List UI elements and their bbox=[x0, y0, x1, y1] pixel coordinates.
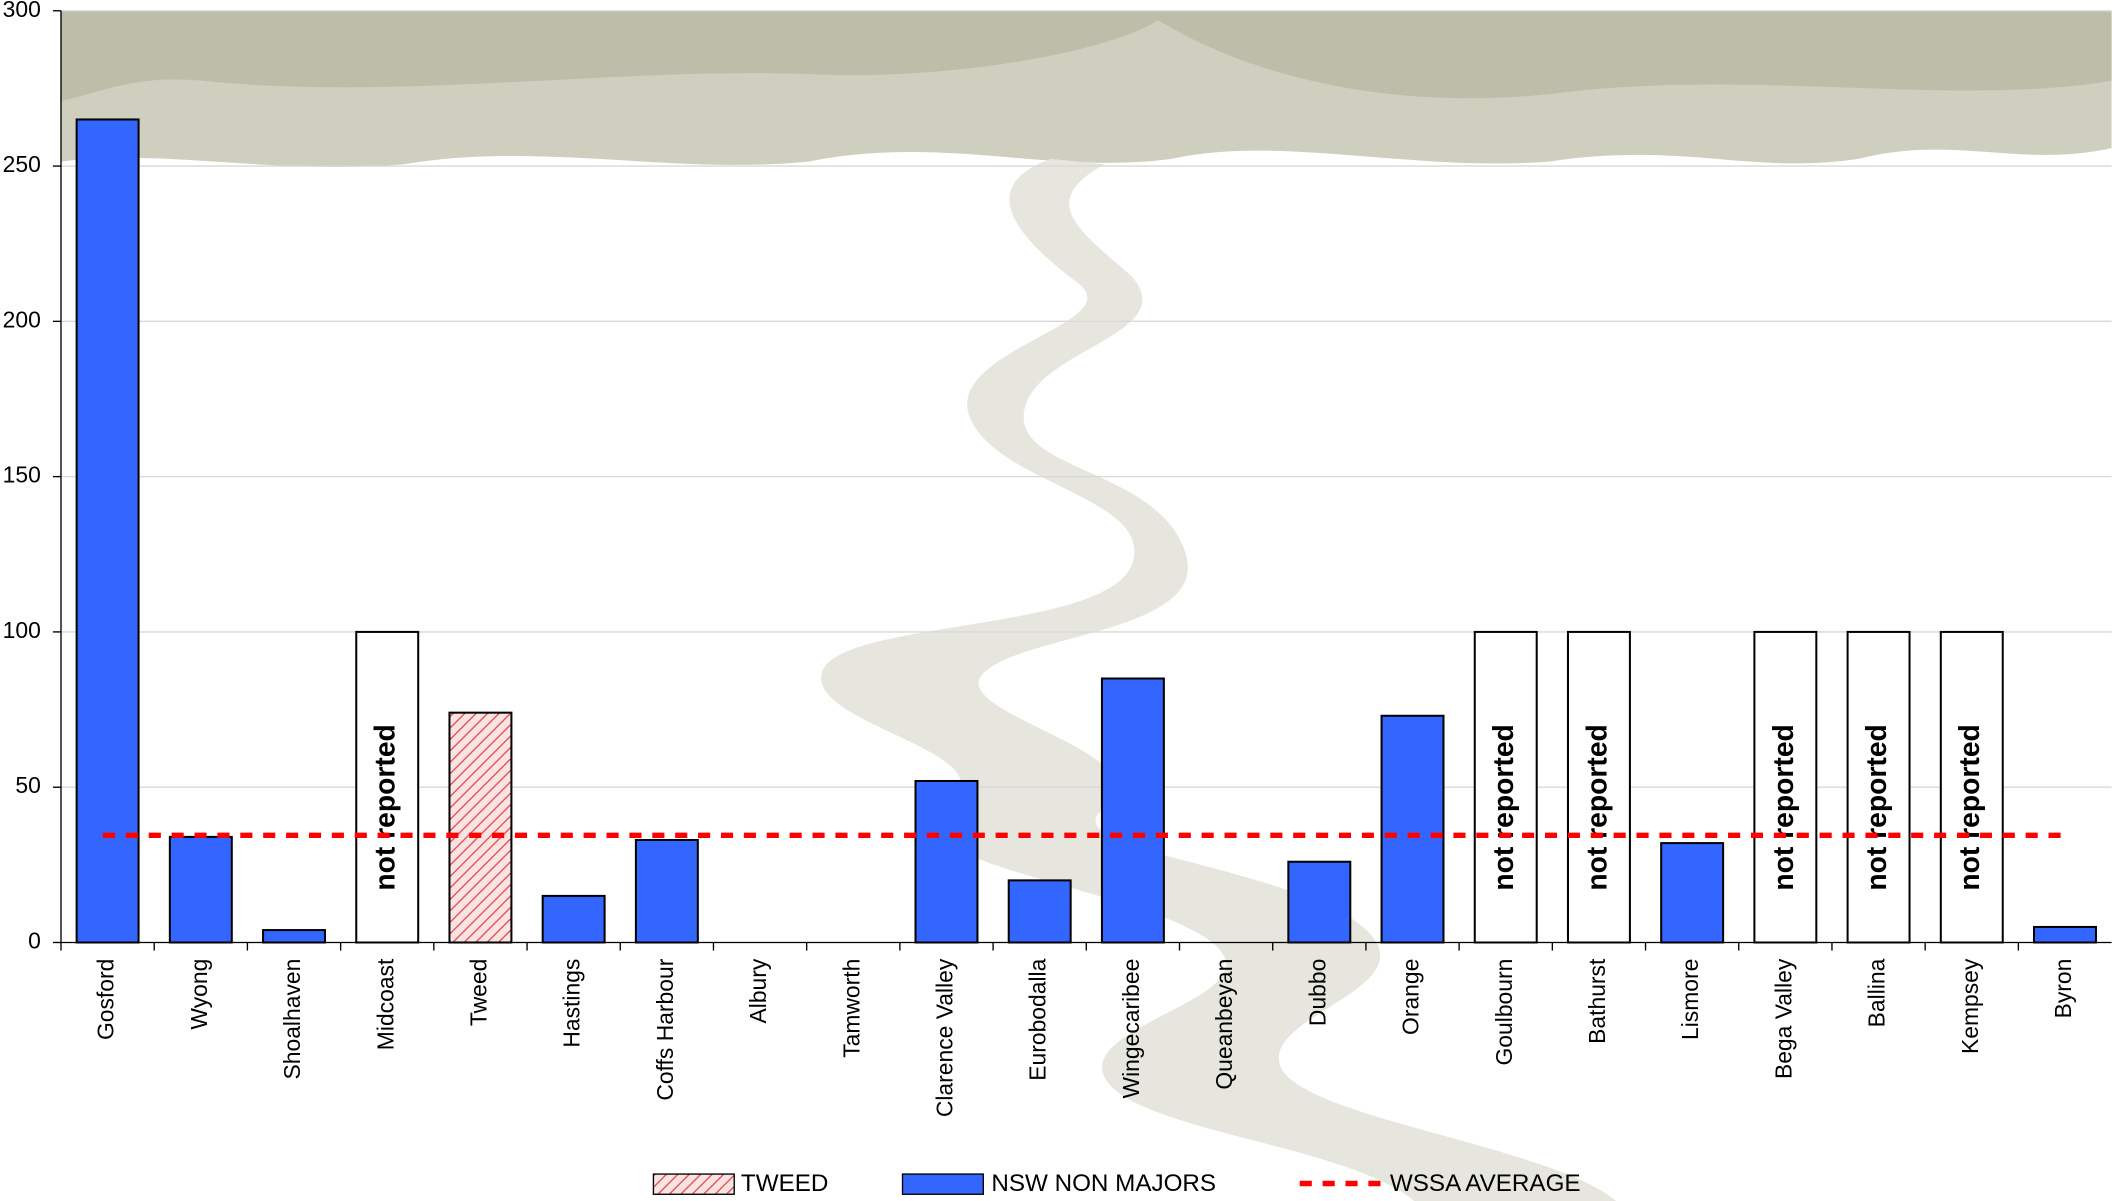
y-tick-label: 0 bbox=[28, 928, 41, 954]
x-tick-label: Midcoast bbox=[372, 958, 398, 1050]
bar bbox=[914, 779, 979, 944]
x-tick-label: Coffs Harbour bbox=[652, 958, 678, 1100]
bar bbox=[1660, 842, 1725, 944]
bar bbox=[2033, 925, 2097, 944]
bar bbox=[168, 835, 233, 944]
x-tick-label: Ballina bbox=[1864, 958, 1890, 1027]
annotation-label: not reported bbox=[1767, 724, 1799, 890]
x-tick-label: Wingecaribee bbox=[1118, 959, 1144, 1099]
x-tick-label: Clarence Valley bbox=[932, 958, 958, 1117]
x-tick-label: Orange bbox=[1398, 959, 1424, 1035]
x-tick-label: Byron bbox=[2050, 959, 2076, 1019]
x-tick-label: Eurobodalla bbox=[1025, 958, 1051, 1080]
marks: not reported not reported not reported not … bbox=[75, 118, 2097, 944]
bar bbox=[1287, 860, 1352, 944]
annotation-label: not reported bbox=[369, 724, 401, 890]
background-art bbox=[61, 10, 2112, 1201]
x-tick-label: Kempsey bbox=[1957, 958, 1983, 1054]
x-tick-label: Tweed bbox=[465, 959, 491, 1026]
not-reported-box bbox=[1939, 630, 2004, 944]
x-tick-label: Dubbo bbox=[1304, 959, 1330, 1026]
bar bbox=[634, 838, 699, 944]
legend-label: NSW NON MAJORS bbox=[991, 1170, 1216, 1197]
legend-swatch bbox=[901, 1173, 984, 1195]
x-tick-label: Lismore bbox=[1677, 959, 1703, 1040]
annotation-label: not reported bbox=[1580, 724, 1612, 890]
legend-label: WSSA AVERAGE bbox=[1390, 1170, 1581, 1197]
bar bbox=[1380, 714, 1445, 944]
x-tick-label: Wyong bbox=[186, 959, 212, 1030]
bar bbox=[1007, 879, 1072, 944]
bar bbox=[1100, 677, 1165, 944]
x-tick-label: Tamworth bbox=[838, 959, 864, 1058]
x-tick-label: Goulbourn bbox=[1491, 959, 1517, 1066]
legend-swatch bbox=[652, 1173, 735, 1195]
y-tick-label: 50 bbox=[15, 772, 40, 798]
bar bbox=[448, 711, 513, 944]
y-tick-label: 300 bbox=[3, 0, 41, 22]
annotation-label: not reported bbox=[1487, 724, 1519, 890]
bar bbox=[75, 118, 140, 944]
x-tick-label: Bathurst bbox=[1584, 958, 1610, 1044]
legend: TWEED NSW NON MAJORS WSSA AVERAGE bbox=[652, 1170, 1581, 1197]
x-tick-label: Gosford bbox=[93, 959, 119, 1040]
legend-label: TWEED bbox=[741, 1170, 828, 1197]
y-tick-label: 200 bbox=[3, 306, 41, 332]
y-tick-label: 250 bbox=[3, 151, 41, 177]
annotation-label: not reported bbox=[1953, 724, 1985, 890]
x-tick-label: Bega Valley bbox=[1770, 958, 1796, 1079]
annotation-label: not reported bbox=[1860, 724, 1892, 890]
bar bbox=[262, 929, 326, 944]
x-tick-label: Shoalhaven bbox=[279, 959, 305, 1080]
y-tick-label: 150 bbox=[3, 462, 41, 488]
x-tick-label: Queanbeyan bbox=[1211, 959, 1237, 1090]
x-tick-label: Albury bbox=[745, 958, 771, 1023]
not-reported-box bbox=[1753, 630, 1818, 944]
not-reported-box bbox=[1473, 630, 1538, 944]
y-tick-label: 100 bbox=[3, 617, 41, 643]
bar bbox=[541, 894, 606, 944]
not-reported-box bbox=[1566, 630, 1631, 944]
not-reported-box bbox=[1846, 630, 1911, 944]
x-tick-label: Hastings bbox=[559, 959, 585, 1048]
